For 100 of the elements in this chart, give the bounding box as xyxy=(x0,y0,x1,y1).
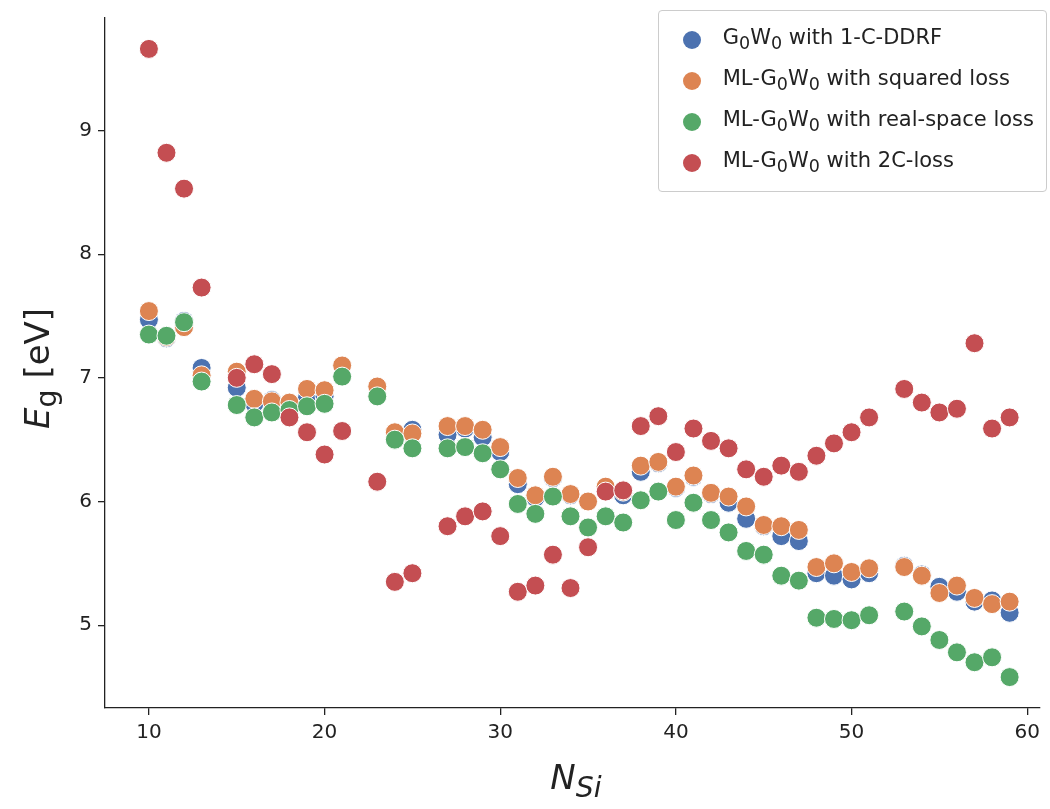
point xyxy=(982,418,1003,439)
point xyxy=(665,442,686,463)
point xyxy=(823,608,844,629)
point xyxy=(630,490,651,511)
y-tick-label: 8 xyxy=(79,240,92,265)
point xyxy=(314,393,335,414)
point xyxy=(472,501,493,522)
point xyxy=(244,354,265,375)
point xyxy=(490,437,511,458)
point xyxy=(665,510,686,531)
point xyxy=(156,142,177,163)
point xyxy=(437,438,458,459)
point xyxy=(771,516,792,537)
point xyxy=(701,510,722,531)
point xyxy=(788,570,809,591)
point xyxy=(736,496,757,517)
point xyxy=(894,601,915,622)
x-tick-label: 40 xyxy=(663,719,689,744)
point xyxy=(490,526,511,547)
point xyxy=(402,563,423,584)
point xyxy=(191,371,212,392)
point xyxy=(472,443,493,464)
point xyxy=(367,386,388,407)
point xyxy=(806,607,827,628)
point xyxy=(261,402,282,423)
point xyxy=(332,366,353,387)
point xyxy=(806,557,827,578)
point xyxy=(595,481,616,502)
point xyxy=(578,537,599,558)
x-tick-label: 20 xyxy=(311,719,338,744)
point xyxy=(859,407,880,428)
point xyxy=(999,667,1020,688)
point xyxy=(771,565,792,586)
point xyxy=(261,364,282,385)
point xyxy=(138,324,159,345)
point xyxy=(455,437,476,458)
point xyxy=(138,301,159,322)
point xyxy=(226,367,247,388)
point xyxy=(507,581,528,602)
point xyxy=(613,512,634,533)
point xyxy=(367,471,388,492)
point xyxy=(771,455,792,476)
point xyxy=(226,395,247,416)
point xyxy=(929,629,950,650)
point xyxy=(823,553,844,574)
point xyxy=(911,392,932,413)
point xyxy=(595,506,616,527)
point xyxy=(297,378,318,399)
y-tick-label: 6 xyxy=(79,487,92,512)
point xyxy=(911,616,932,637)
point xyxy=(946,642,967,663)
point xyxy=(138,38,159,59)
point xyxy=(982,647,1003,668)
point xyxy=(648,481,669,502)
point xyxy=(560,506,581,527)
point xyxy=(402,438,423,459)
legend-label: ML-G$_{0}$W$_{0}$ with 2C-loss xyxy=(722,148,954,177)
x-tick-label: 10 xyxy=(136,719,162,744)
point xyxy=(297,422,318,443)
point xyxy=(542,544,563,565)
point xyxy=(841,561,862,582)
point xyxy=(560,578,581,599)
point xyxy=(384,571,405,592)
point xyxy=(718,486,739,507)
point xyxy=(630,455,651,476)
point xyxy=(455,506,476,527)
point xyxy=(244,388,265,409)
point xyxy=(174,178,195,199)
point xyxy=(297,396,318,417)
point xyxy=(753,466,774,487)
point xyxy=(929,583,950,603)
point xyxy=(507,493,528,514)
x-tick-label: 30 xyxy=(487,719,513,744)
point xyxy=(753,544,774,565)
point xyxy=(244,407,265,428)
point xyxy=(525,575,546,596)
point xyxy=(894,378,915,399)
point xyxy=(525,503,546,524)
point xyxy=(384,429,405,450)
point xyxy=(841,422,862,443)
point xyxy=(736,459,757,480)
y-tick-label: 7 xyxy=(79,364,92,389)
point xyxy=(788,461,809,482)
point xyxy=(823,433,844,454)
point xyxy=(630,416,651,437)
point xyxy=(490,459,511,480)
point xyxy=(788,519,809,540)
point xyxy=(648,406,669,427)
point xyxy=(859,605,880,626)
point xyxy=(964,333,985,354)
point xyxy=(736,540,757,561)
y-tick-label: 9 xyxy=(79,116,92,141)
x-tick-label: 50 xyxy=(838,719,865,744)
point xyxy=(841,610,862,631)
point xyxy=(279,407,300,428)
legend-label: ML-G$_{0}$W$_{0}$ with squared loss xyxy=(722,66,1010,95)
point xyxy=(929,402,950,423)
point xyxy=(578,491,599,512)
point xyxy=(472,419,493,440)
point xyxy=(964,652,985,673)
